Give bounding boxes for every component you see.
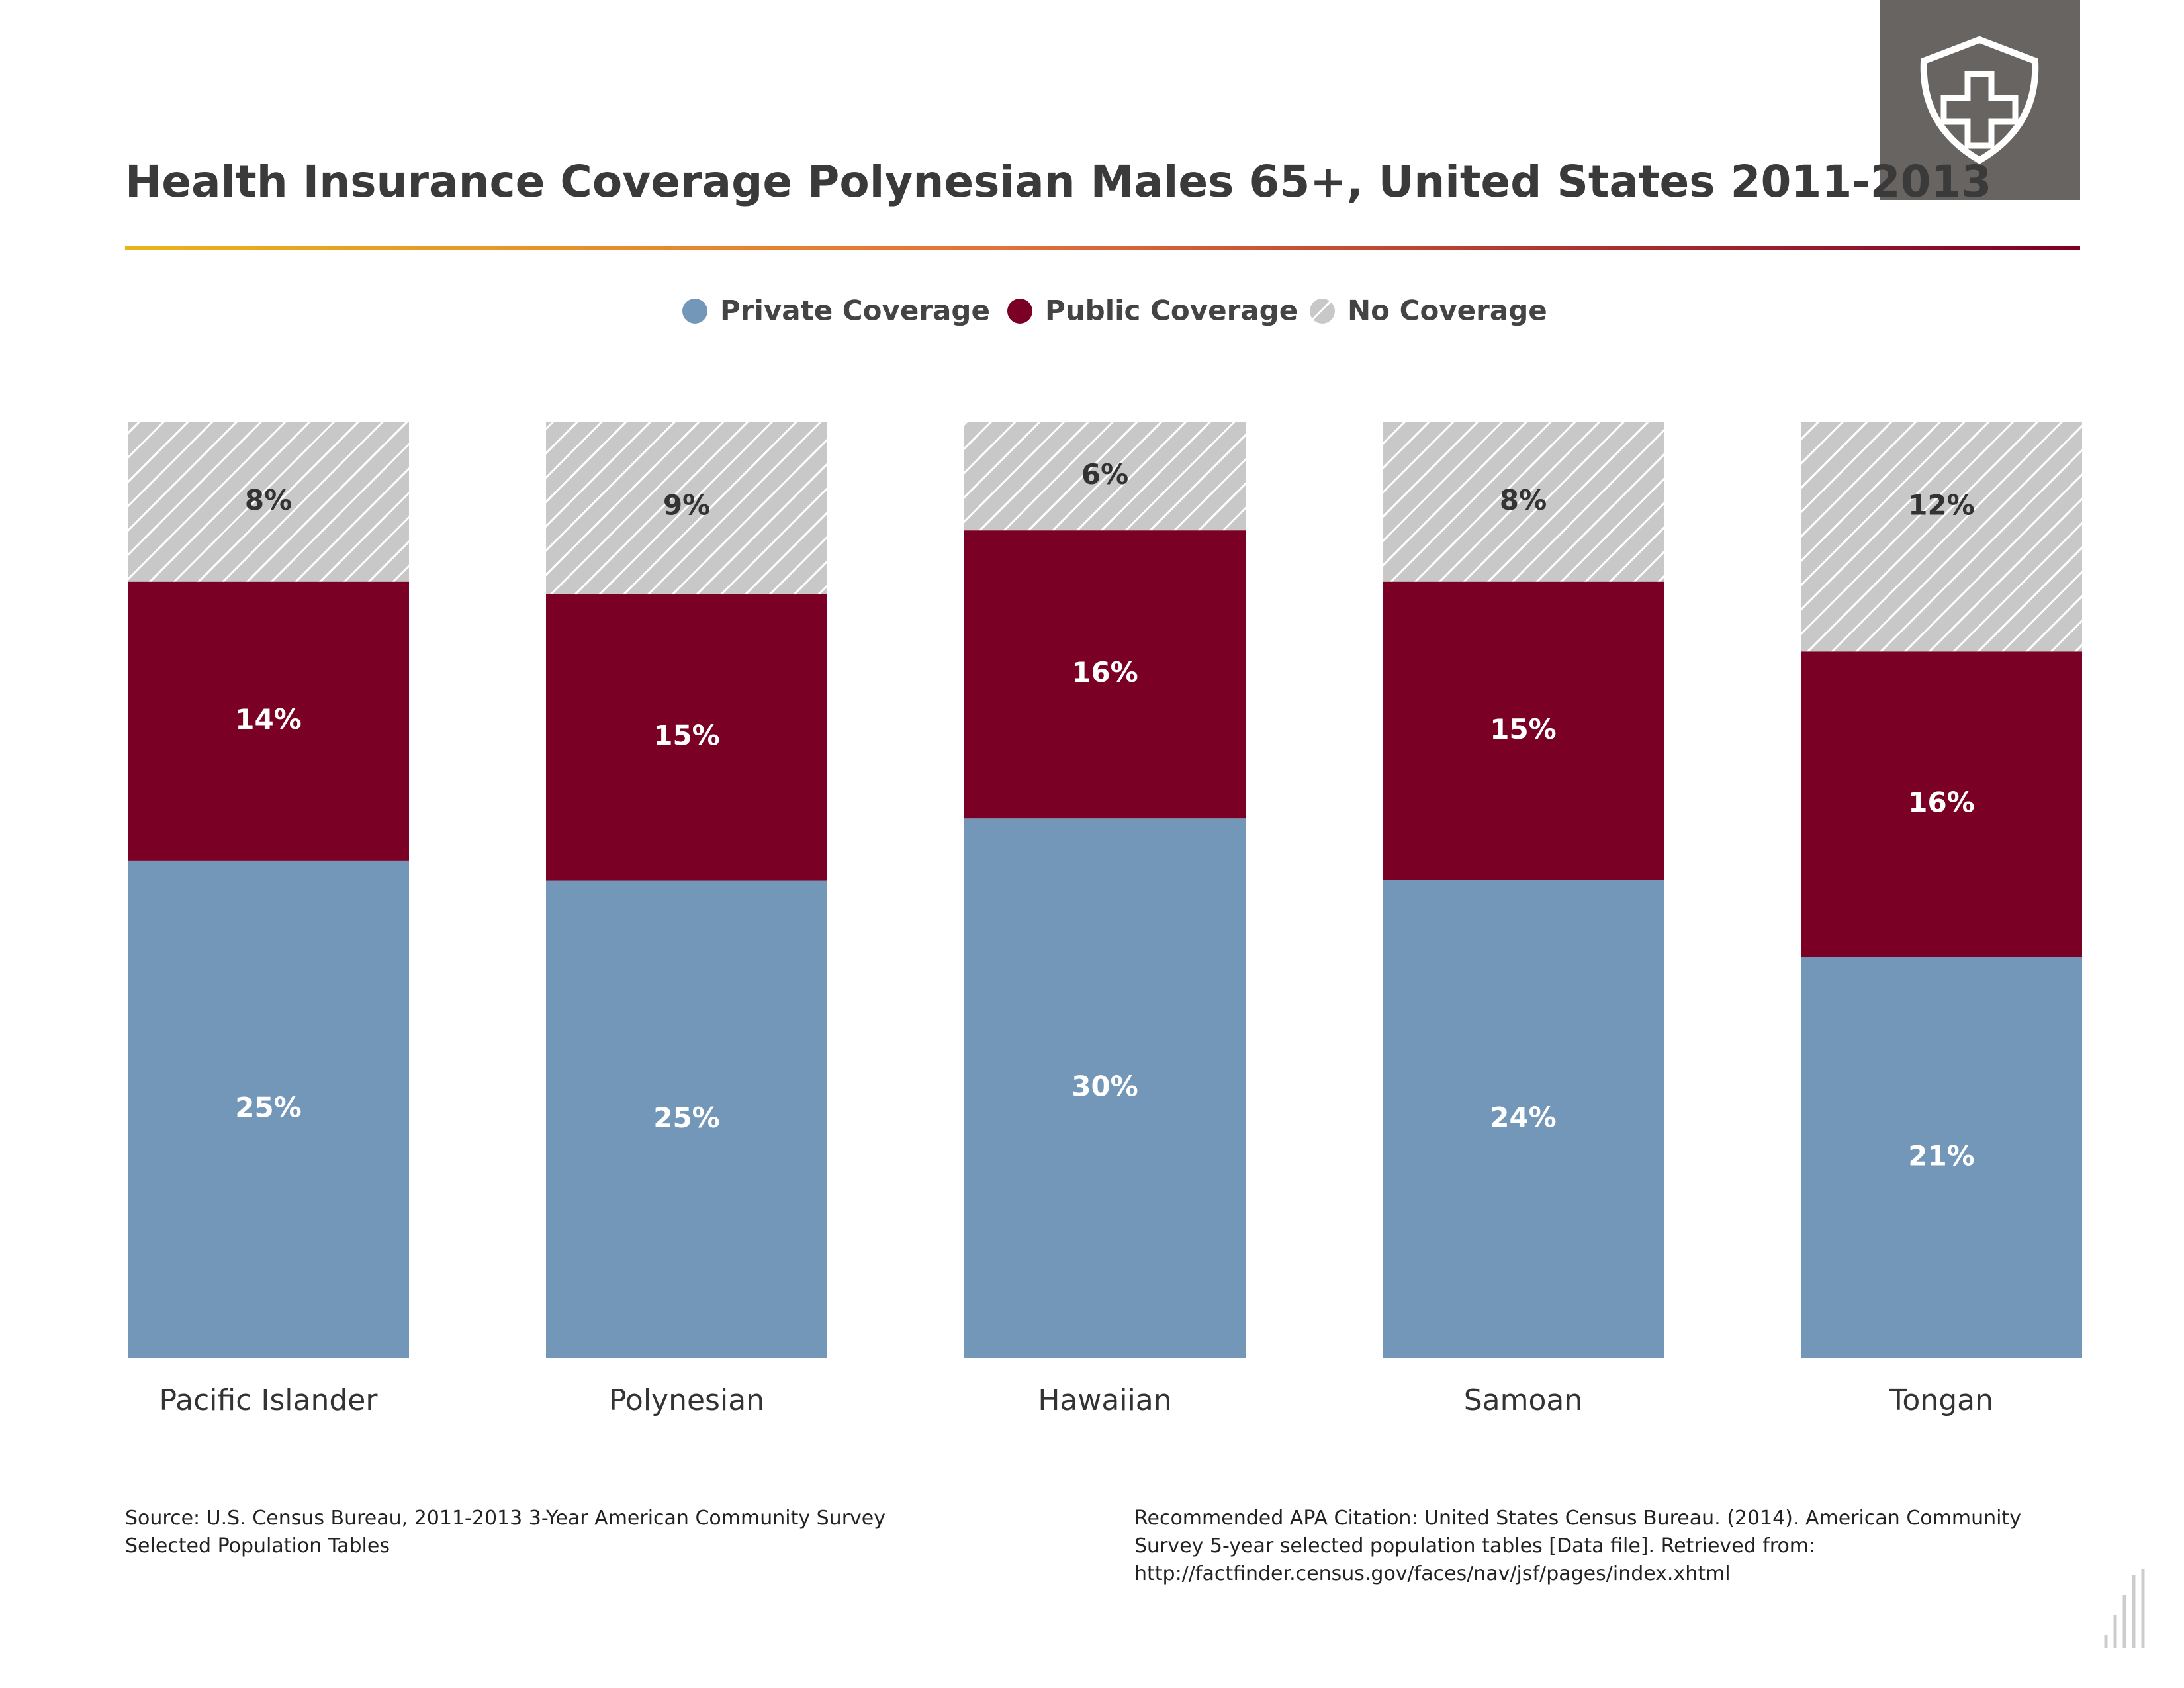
bar-segment <box>1383 880 1664 1358</box>
x-tick-label: Tongan <box>1889 1383 1993 1417</box>
data-label: 8% <box>245 484 292 516</box>
x-tick-label: Polynesian <box>609 1383 764 1417</box>
data-label: 24% <box>1490 1101 1557 1133</box>
shield-icon <box>1920 36 2039 164</box>
legend-label: Private Coverage <box>720 295 990 327</box>
citation-note: Recommended APA Citation: United States … <box>1134 1507 2021 1585</box>
data-label: 25% <box>235 1091 302 1123</box>
legend-label: No Coverage <box>1347 295 1547 327</box>
data-label: 25% <box>653 1102 720 1134</box>
data-label: 15% <box>653 720 720 752</box>
bar-segment <box>1801 651 2082 957</box>
bar-segment <box>546 880 827 1358</box>
data-label: 16% <box>1071 656 1138 688</box>
bar-segment <box>964 422 1246 531</box>
data-label: 16% <box>1908 786 1975 819</box>
chart-title: Health Insurance Coverage Polynesian Mal… <box>125 156 1991 207</box>
bar-segment <box>1383 422 1664 582</box>
bar-segment <box>964 530 1246 819</box>
bar-segment <box>1801 422 2082 652</box>
legend-marker <box>682 299 707 324</box>
title-rule <box>125 246 2080 250</box>
data-label: 12% <box>1908 489 1975 522</box>
bar-segment <box>128 860 409 1358</box>
plus-icon <box>1940 71 2019 149</box>
icon-box <box>1880 0 2080 200</box>
data-label: 9% <box>663 489 710 522</box>
corner-logo <box>2104 1569 2145 1648</box>
bar-segment <box>546 594 827 881</box>
data-label: 8% <box>1500 484 1547 516</box>
x-tick-label: Samoan <box>1464 1383 1583 1417</box>
x-tick-label: Hawaiian <box>1038 1383 1171 1417</box>
legend-marker <box>1007 299 1032 324</box>
legend-marker <box>1310 299 1335 324</box>
bar-segment <box>546 422 827 594</box>
data-label: 21% <box>1908 1140 1975 1172</box>
bar-segment <box>964 818 1246 1358</box>
data-label: 15% <box>1490 713 1557 745</box>
bar-segment <box>1383 581 1664 880</box>
bar-segment <box>128 422 409 582</box>
legend-label: Public Coverage <box>1045 295 1298 327</box>
data-label: 30% <box>1071 1070 1138 1103</box>
bar-segment <box>128 581 409 861</box>
source-note: Source: U.S. Census Bureau, 2011-2013 3-… <box>125 1507 886 1558</box>
bar-segment <box>1801 957 2082 1358</box>
data-label: 6% <box>1081 458 1128 491</box>
x-tick-label: Pacific Islander <box>159 1383 379 1417</box>
data-label: 14% <box>235 703 302 735</box>
